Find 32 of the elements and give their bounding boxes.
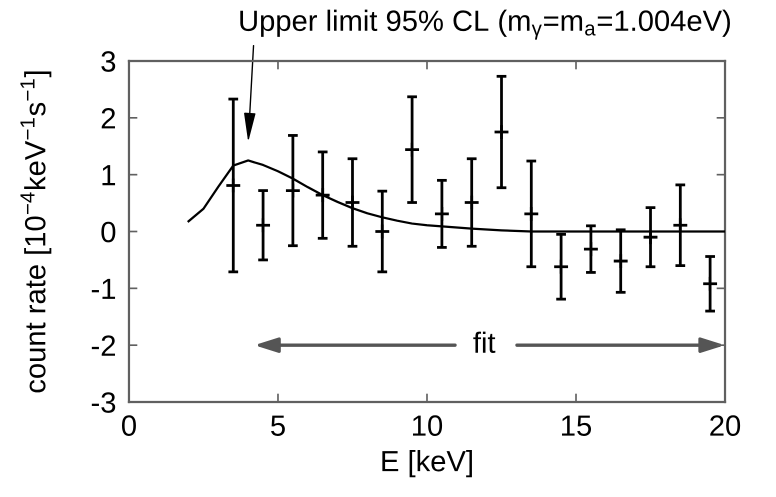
- point: [493, 124, 510, 140]
- point: [522, 206, 540, 222]
- point: [314, 186, 332, 204]
- y-tick-label: 1: [102, 165, 116, 186]
- point: [254, 216, 272, 234]
- point: [702, 275, 718, 292]
- y-axis-title: count rate [10$^{−4}$keV$^{−1}$s$^{−1}$]: [20, 71, 52, 392]
- y-tick-label: -3: [92, 392, 116, 413]
- point: [404, 141, 420, 158]
- text: Upper limit 95% CL (m$_{γ}$=m$_{a}$=1.004eV): [240, 10, 730, 40]
- y-tick-label: 3: [101, 51, 116, 72]
- y-tick-label: 0: [101, 222, 116, 242]
- y-tick-label: -2: [92, 335, 116, 356]
- point: [642, 228, 659, 246]
- x-axis-title: E [keV]: [382, 450, 472, 478]
- x-tick-label: 0: [122, 415, 136, 436]
- y-tick-label: 2: [102, 108, 116, 128]
- point: [463, 194, 480, 211]
- point: [284, 182, 302, 199]
- x-tick-label: 10: [413, 415, 442, 436]
- point: [582, 240, 600, 258]
- point: [434, 206, 450, 222]
- x-tick-label: 5: [271, 416, 285, 436]
- point: [344, 194, 361, 211]
- point: [552, 258, 570, 276]
- y-tick-label: -1: [92, 278, 116, 299]
- point: [374, 223, 391, 240]
- annotation: fit: [473, 332, 496, 353]
- point: [612, 252, 630, 270]
- x-tick-label: 15: [562, 416, 592, 436]
- point: [224, 177, 242, 194]
- x-tick-label: 20: [710, 415, 740, 436]
